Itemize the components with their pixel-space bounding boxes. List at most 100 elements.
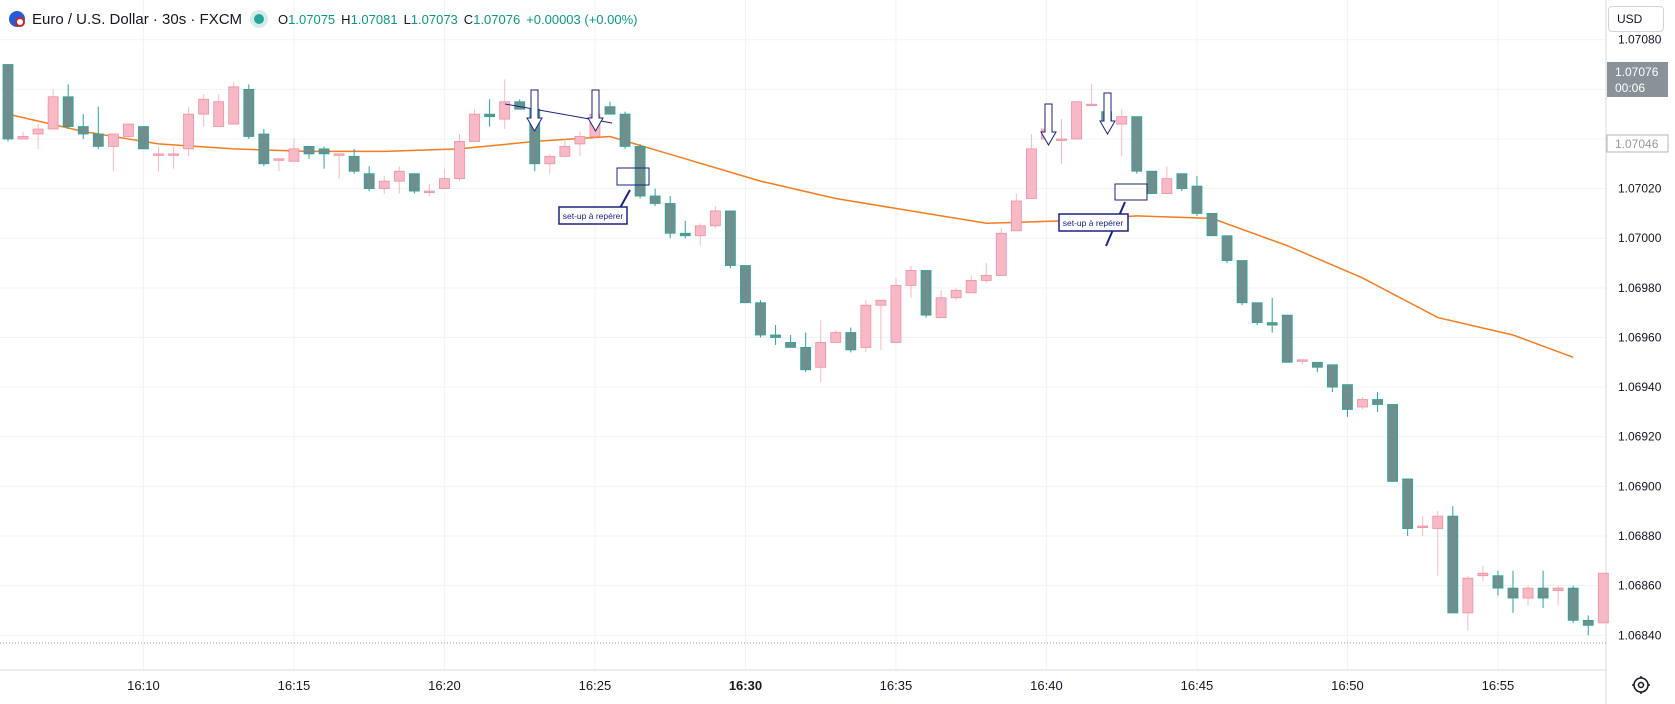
candle-body <box>107 133 119 147</box>
candle-body <box>1567 587 1579 621</box>
candle-body <box>1266 322 1278 326</box>
price-tick-label: 1.06900 <box>1618 479 1662 493</box>
candle-body <box>363 173 375 189</box>
label-box-1 <box>558 206 628 225</box>
price-tick-label: 1.06940 <box>1618 380 1662 394</box>
price-axis-panel[interactable] <box>1606 0 1675 704</box>
candle <box>980 263 992 283</box>
candle <box>499 79 511 130</box>
candle-body <box>378 180 390 189</box>
candle <box>1086 84 1097 107</box>
candle <box>1161 166 1173 194</box>
candle-body <box>303 146 315 155</box>
annotation-setup-1[interactable]: set-up à repérer <box>504 89 650 225</box>
candle-body <box>1447 515 1459 614</box>
time-tick-label: 16:50 <box>1331 678 1364 693</box>
currency-selector-button[interactable]: USD <box>1608 6 1664 32</box>
eurusd-flag-icon <box>9 11 25 27</box>
candle-body <box>1010 200 1022 232</box>
candle-body <box>845 332 857 351</box>
candle-body <box>860 304 872 348</box>
candle <box>318 146 330 169</box>
annotation-setup-2[interactable]: set-up à repérer <box>1040 92 1148 247</box>
ohlc-open-value: 1.07075 <box>288 11 336 27</box>
candle <box>1236 260 1248 306</box>
candle-body <box>469 113 480 142</box>
ohlc-high-key: H <box>341 11 351 27</box>
highlight-box-2 <box>1114 183 1148 201</box>
candle-body <box>1462 577 1474 614</box>
candle <box>107 133 119 172</box>
symbol-legend[interactable]: Euro / U.S. Dollar · 30s · FXCM O 1.07075… <box>8 8 638 30</box>
candle-body <box>694 225 706 237</box>
candle-body <box>1161 178 1173 194</box>
ohlc-high-value: 1.07081 <box>350 11 398 27</box>
candle-body <box>1026 148 1037 199</box>
candle-body <box>77 126 89 135</box>
candle <box>770 325 781 345</box>
moving-average-line <box>7 113 1574 359</box>
candle <box>1567 585 1579 623</box>
candle-body <box>1372 399 1383 405</box>
candle-body <box>333 153 345 156</box>
candle <box>1251 302 1263 326</box>
candle <box>1537 570 1549 608</box>
candle-body <box>770 334 781 338</box>
label-text-1: set-up à repérer <box>563 211 624 221</box>
candle <box>1281 314 1293 363</box>
candle-body <box>273 158 285 161</box>
candle-body <box>499 101 511 120</box>
candle-body <box>785 342 796 348</box>
candle <box>2 64 14 142</box>
time-tick-label: 16:25 <box>579 678 612 693</box>
candle <box>845 327 857 353</box>
candle <box>1327 364 1338 393</box>
time-axis-labels: 16:10 16:15 16:20 16:25 16:30 16:35 16:40 16:45… <box>127 678 1514 693</box>
candle <box>408 173 420 194</box>
last-price-tag: 1.07076 00:06 <box>1607 62 1668 97</box>
candle-body <box>213 101 225 127</box>
candle-body <box>168 153 179 156</box>
candle-body <box>815 342 827 368</box>
candle-body <box>1086 103 1097 107</box>
candle <box>1582 615 1594 636</box>
candle <box>1026 134 1037 199</box>
candle <box>995 228 1007 276</box>
candle-body <box>514 101 526 110</box>
symbol-title[interactable]: Euro / U.S. Dollar · 30s · FXCM <box>32 10 243 28</box>
candle <box>243 84 255 139</box>
candle <box>725 210 736 268</box>
candle <box>1131 116 1143 174</box>
candle-body <box>1357 399 1368 408</box>
time-tick-label: 16:40 <box>1030 678 1063 693</box>
candle-body <box>1522 587 1534 599</box>
candle-body <box>393 170 405 182</box>
gear-icon[interactable] <box>1630 674 1652 696</box>
market-open-dot-icon <box>254 14 265 24</box>
candle-body <box>755 302 766 336</box>
candle <box>484 99 496 127</box>
candle-body <box>1206 213 1218 237</box>
candle-body <box>619 113 631 147</box>
time-tick-label: 16:15 <box>278 678 311 693</box>
price-tick-label: 1.07080 <box>1618 33 1662 47</box>
candle <box>935 290 947 319</box>
candle-body <box>905 270 917 286</box>
candle <box>32 124 44 149</box>
candle-body <box>830 332 842 343</box>
candle <box>1010 193 1022 232</box>
candle <box>965 275 977 294</box>
candle <box>1402 478 1414 536</box>
candle-body <box>484 113 496 118</box>
candle-body <box>634 146 646 197</box>
down-arrow-2b <box>1099 92 1116 136</box>
candle-body <box>1477 572 1489 577</box>
candle <box>1176 173 1188 192</box>
candle-body <box>1176 173 1188 189</box>
ohlc-low-value: 1.07073 <box>410 11 458 27</box>
candle-body <box>1311 361 1323 368</box>
candle-body <box>408 173 420 192</box>
time-tick-label: 16:30 <box>729 678 762 693</box>
candle <box>1342 384 1353 417</box>
